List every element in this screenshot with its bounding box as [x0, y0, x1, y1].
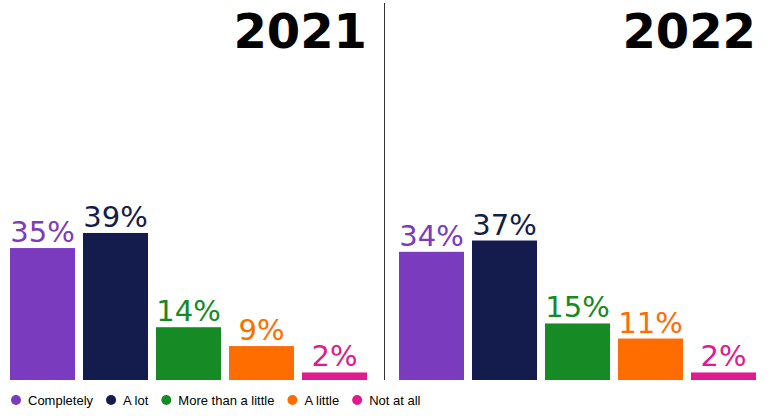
data-label: 39% [83, 200, 147, 234]
panel-title: 2022 [622, 3, 756, 59]
legend-marker [161, 395, 171, 405]
data-label: 2% [311, 339, 357, 373]
legend-label: A little [304, 393, 339, 408]
data-label: 9% [238, 313, 284, 347]
legend-label: Completely [28, 393, 94, 408]
data-label: 37% [472, 208, 536, 242]
legend-marker [287, 395, 297, 405]
panel-title: 2021 [233, 3, 367, 59]
data-label: 34% [399, 219, 463, 253]
bar [302, 372, 367, 380]
bar [10, 248, 75, 380]
legend-marker [352, 395, 362, 405]
legend-label: Not at all [369, 393, 420, 408]
legend-label: More than a little [178, 393, 274, 408]
bar [156, 327, 221, 380]
bar [229, 346, 294, 380]
bar [545, 323, 610, 380]
bar [83, 233, 148, 380]
chart: 2021 35% 39% 14% 9% 2% 2022 34% 37% 15% 11% 2% Compl… [0, 0, 770, 416]
data-label: 15% [545, 290, 609, 324]
bars [10, 233, 367, 380]
data-label: 14% [156, 294, 220, 328]
axis-line [384, 3, 385, 380]
data-label: 35% [10, 215, 74, 249]
data-label: 2% [700, 339, 746, 373]
bar [691, 372, 756, 380]
legend-marker [106, 395, 116, 405]
bar [618, 339, 683, 380]
bar [399, 252, 464, 380]
legend-label: A lot [123, 393, 149, 408]
data-label: 11% [618, 306, 682, 340]
legend-marker [11, 395, 21, 405]
bar [472, 241, 537, 380]
bars [399, 241, 756, 380]
